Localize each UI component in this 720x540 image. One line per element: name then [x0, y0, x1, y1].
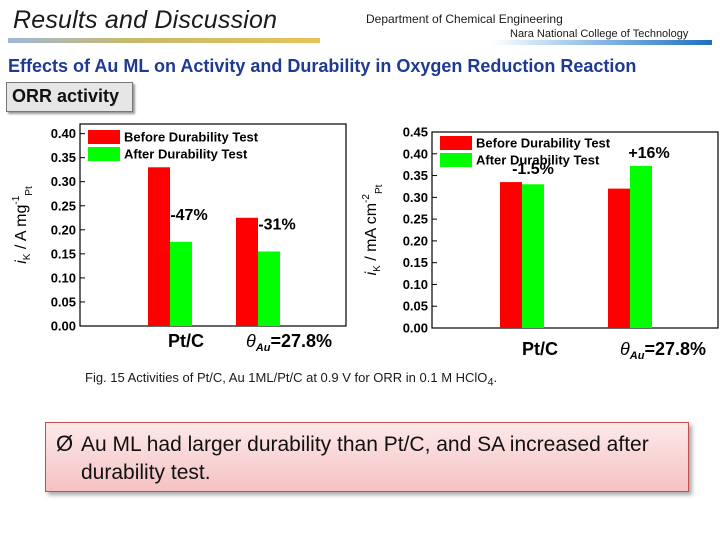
y-tick-label: 0.35 — [51, 150, 76, 165]
college-underline — [492, 40, 712, 45]
change-annotation: -31% — [258, 216, 295, 233]
y-tick-label: 0.05 — [51, 294, 76, 309]
legend-label: After Durability Test — [124, 147, 248, 162]
category-label: Pt/C — [522, 339, 558, 359]
change-annotation: +16% — [628, 145, 669, 162]
y-tick-label: 0.45 — [403, 125, 428, 140]
bar-after-0 — [522, 184, 544, 328]
caption-text: Fig. 15 Activities of Pt/C, Au 1ML/Pt/C … — [85, 370, 488, 385]
slide-title: Results and Discussion — [13, 6, 278, 34]
y-tick-label: 0.15 — [51, 246, 76, 261]
y-tick-label: 0.20 — [51, 222, 76, 237]
legend-label: Before Durability Test — [476, 136, 611, 151]
orr-activity-label: ORR activity — [12, 86, 120, 106]
caption-subscript: 4 — [487, 376, 494, 389]
y-tick-label: 0.15 — [403, 255, 428, 270]
conclusion-text: Au ML had larger durability than Pt/C, a… — [81, 433, 649, 484]
plot-frame — [431, 131, 719, 329]
bar-before-0 — [500, 182, 522, 328]
bar-before-1 — [608, 188, 630, 328]
bar-after-1 — [258, 251, 280, 326]
bar-before-1 — [236, 217, 258, 326]
y-tick-label: 0.35 — [403, 168, 428, 183]
y-tick-label: 0.30 — [51, 174, 76, 189]
category-label: Pt/C — [168, 331, 204, 351]
y-tick-label: 0.20 — [403, 233, 428, 248]
legend-swatch — [440, 153, 472, 167]
y-tick-label: 0.40 — [403, 146, 428, 161]
figure-caption: Fig. 15 Activities of Pt/C, Au 1ML/Pt/C … — [85, 370, 497, 389]
conclusion-box — [45, 422, 689, 492]
caption-end: . — [493, 370, 498, 385]
change-annotation: -47% — [170, 207, 207, 224]
y-tick-label: 0.10 — [51, 270, 76, 285]
legend-swatch — [440, 136, 472, 150]
category-label: θAu=27.8% — [246, 331, 332, 354]
mass-activity-chart: 0.00 0.05 0.10 0.15 0.20 0.25 0.30 0.35 0.40 iK /… — [11, 123, 347, 354]
legend-swatch — [88, 130, 120, 144]
y-tick-label: 0.00 — [51, 319, 76, 334]
y-axis-label: iK / A mg-1Pt — [11, 186, 35, 264]
bar-after-1 — [630, 165, 652, 328]
section-title: Effects of Au ML on Activity and Durabil… — [8, 56, 637, 76]
bullet-arrow-icon: Ø — [56, 431, 74, 456]
bar-after-0 — [170, 241, 192, 326]
y-tick-label: 0.25 — [51, 198, 76, 213]
title-underline — [8, 38, 320, 43]
y-tick-label: 0.40 — [51, 126, 76, 141]
y-tick-label: 0.05 — [403, 299, 428, 314]
y-tick-label: 0.10 — [403, 277, 428, 292]
y-tick-label: 0.00 — [403, 321, 428, 336]
specific-activity-chart: 0.00 0.05 0.10 0.15 0.20 0.25 0.30 0.35 0.40 0.45… — [361, 125, 719, 362]
y-tick-label: 0.25 — [403, 212, 428, 227]
bar-before-0 — [148, 167, 170, 326]
legend-label: After Durability Test — [476, 153, 600, 168]
legend-label: Before Durability Test — [124, 130, 259, 145]
y-axis-label: iK / mA cm-2Pt — [361, 184, 385, 275]
department-name: Department of Chemical Engineering — [366, 12, 563, 26]
category-label: θAu=27.8% — [620, 339, 706, 362]
plot-frame — [79, 123, 347, 327]
college-name: Nara National College of Technology — [510, 28, 689, 40]
legend-swatch — [88, 147, 120, 161]
orr-activity-box — [6, 82, 133, 112]
y-tick-label: 0.30 — [403, 190, 428, 205]
change-annotation: -1.5% — [512, 161, 554, 178]
